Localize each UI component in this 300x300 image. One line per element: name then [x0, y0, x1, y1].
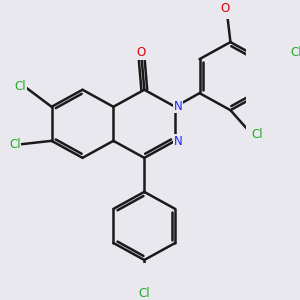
- Text: Cl: Cl: [14, 80, 26, 93]
- Text: N: N: [174, 135, 182, 148]
- Text: Cl: Cl: [251, 128, 263, 140]
- Text: N: N: [174, 100, 182, 112]
- Text: Cl: Cl: [290, 46, 300, 59]
- Text: O: O: [221, 2, 230, 14]
- Text: Cl: Cl: [139, 286, 150, 299]
- Text: Cl: Cl: [9, 138, 21, 151]
- Text: O: O: [137, 46, 146, 59]
